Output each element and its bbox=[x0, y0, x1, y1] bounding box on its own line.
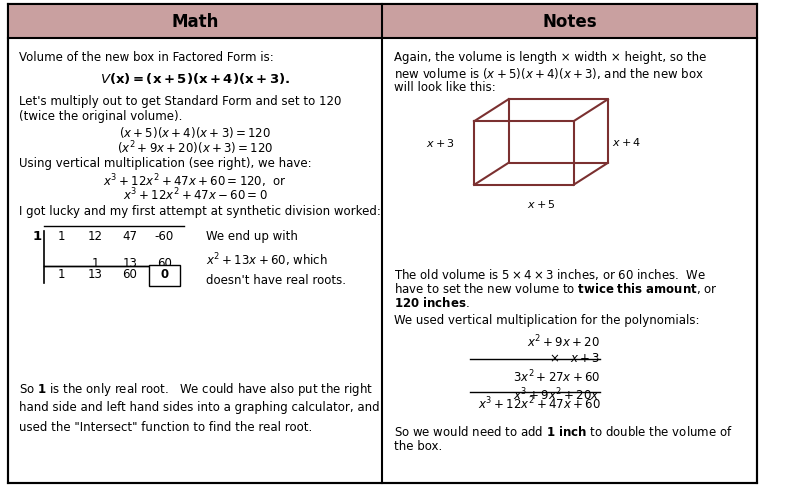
Text: $x^2+13x+60$, which: $x^2+13x+60$, which bbox=[206, 251, 328, 269]
Text: (twice the original volume).: (twice the original volume). bbox=[19, 110, 183, 123]
Text: 12: 12 bbox=[88, 229, 103, 243]
Text: $x^3+12x^2+47x+60$: $x^3+12x^2+47x+60$ bbox=[477, 395, 600, 411]
Text: doesn't have real roots.: doesn't have real roots. bbox=[206, 273, 346, 286]
Text: hand side and left hand sides into a graphing calculator, and: hand side and left hand sides into a gra… bbox=[19, 400, 379, 413]
Text: $x^3+12x^2+47x+60=120$,  or: $x^3+12x^2+47x+60=120$, or bbox=[103, 172, 287, 189]
Text: So we would need to add $\mathbf{1\ inch}$ to double the volume of: So we would need to add $\mathbf{1\ inch… bbox=[394, 425, 732, 439]
Text: We used vertical multiplication for the polynomials:: We used vertical multiplication for the … bbox=[394, 313, 699, 326]
Text: $x+3$: $x+3$ bbox=[427, 137, 455, 149]
Text: $3x^2+27x+60$: $3x^2+27x+60$ bbox=[512, 368, 600, 385]
Text: 1: 1 bbox=[58, 267, 65, 281]
Text: 1: 1 bbox=[92, 256, 99, 269]
Text: Math: Math bbox=[172, 13, 219, 31]
Text: used the "Intersect" function to find the real root.: used the "Intersect" function to find th… bbox=[19, 420, 312, 433]
Text: Let's multiply out to get Standard Form and set to 120: Let's multiply out to get Standard Form … bbox=[19, 95, 342, 108]
Text: 13: 13 bbox=[88, 267, 103, 281]
Text: -60: -60 bbox=[155, 229, 174, 243]
Text: Notes: Notes bbox=[542, 13, 597, 31]
Text: $x+4$: $x+4$ bbox=[612, 136, 641, 147]
Text: I got lucky and my first attempt at synthetic division worked:: I got lucky and my first attempt at synt… bbox=[19, 204, 381, 218]
Text: 60: 60 bbox=[157, 256, 172, 269]
FancyBboxPatch shape bbox=[8, 5, 757, 39]
Text: will look like this:: will look like this: bbox=[394, 81, 496, 94]
Text: $\mathbf{0}$: $\mathbf{0}$ bbox=[160, 267, 169, 281]
FancyBboxPatch shape bbox=[149, 265, 180, 286]
Text: the box.: the box. bbox=[394, 439, 442, 452]
Text: $x^3+9x^2+20x$: $x^3+9x^2+20x$ bbox=[513, 386, 600, 402]
Text: Again, the volume is length × width × height, so the: Again, the volume is length × width × he… bbox=[394, 51, 707, 64]
Text: So $\mathbf{1}$ is the only real root.   We could have also put the right: So $\mathbf{1}$ is the only real root. W… bbox=[19, 381, 373, 398]
Text: $x+5$: $x+5$ bbox=[527, 198, 555, 210]
Text: $\mathbf{1}$: $\mathbf{1}$ bbox=[32, 229, 42, 243]
Text: $(x+5)(x+4)(x+3)=120$: $(x+5)(x+4)(x+3)=120$ bbox=[119, 124, 271, 140]
Text: have to set the new volume to $\mathbf{twice\ this\ amount}$, or: have to set the new volume to $\mathbf{t… bbox=[394, 281, 718, 296]
Text: 47: 47 bbox=[123, 229, 137, 243]
Text: $\mathbf{\mathit{V}(x)=(x+5)(x+4)(x+3).}$: $\mathbf{\mathit{V}(x)=(x+5)(x+4)(x+3).}… bbox=[100, 71, 290, 86]
Text: 1: 1 bbox=[58, 229, 65, 243]
Text: $\times \quad x+3$: $\times \quad x+3$ bbox=[549, 351, 600, 365]
Text: $(x^2+9x+20)(x+3)=120$: $(x^2+9x+20)(x+3)=120$ bbox=[117, 139, 273, 157]
Text: 13: 13 bbox=[123, 256, 137, 269]
Text: $x^3+12x^2+47x-60=0$: $x^3+12x^2+47x-60=0$ bbox=[123, 186, 267, 203]
Text: $x^2+9x+20$: $x^2+9x+20$ bbox=[528, 333, 600, 349]
Text: Volume of the new box in Factored Form is:: Volume of the new box in Factored Form i… bbox=[19, 51, 273, 64]
Text: new volume is $(x+5)(x+4)(x+3)$, and the new box: new volume is $(x+5)(x+4)(x+3)$, and the… bbox=[394, 66, 704, 81]
Text: We end up with: We end up with bbox=[206, 229, 298, 243]
Text: The old volume is $5 \times 4 \times 3$ inches, or 60 inches.  We: The old volume is $5 \times 4 \times 3$ … bbox=[394, 266, 706, 281]
FancyBboxPatch shape bbox=[8, 5, 757, 483]
Text: Using vertical multiplication (see right), we have:: Using vertical multiplication (see right… bbox=[19, 157, 312, 170]
Text: 60: 60 bbox=[123, 267, 137, 281]
Text: $\mathbf{120\ inches}$.: $\mathbf{120\ inches}$. bbox=[394, 295, 469, 309]
